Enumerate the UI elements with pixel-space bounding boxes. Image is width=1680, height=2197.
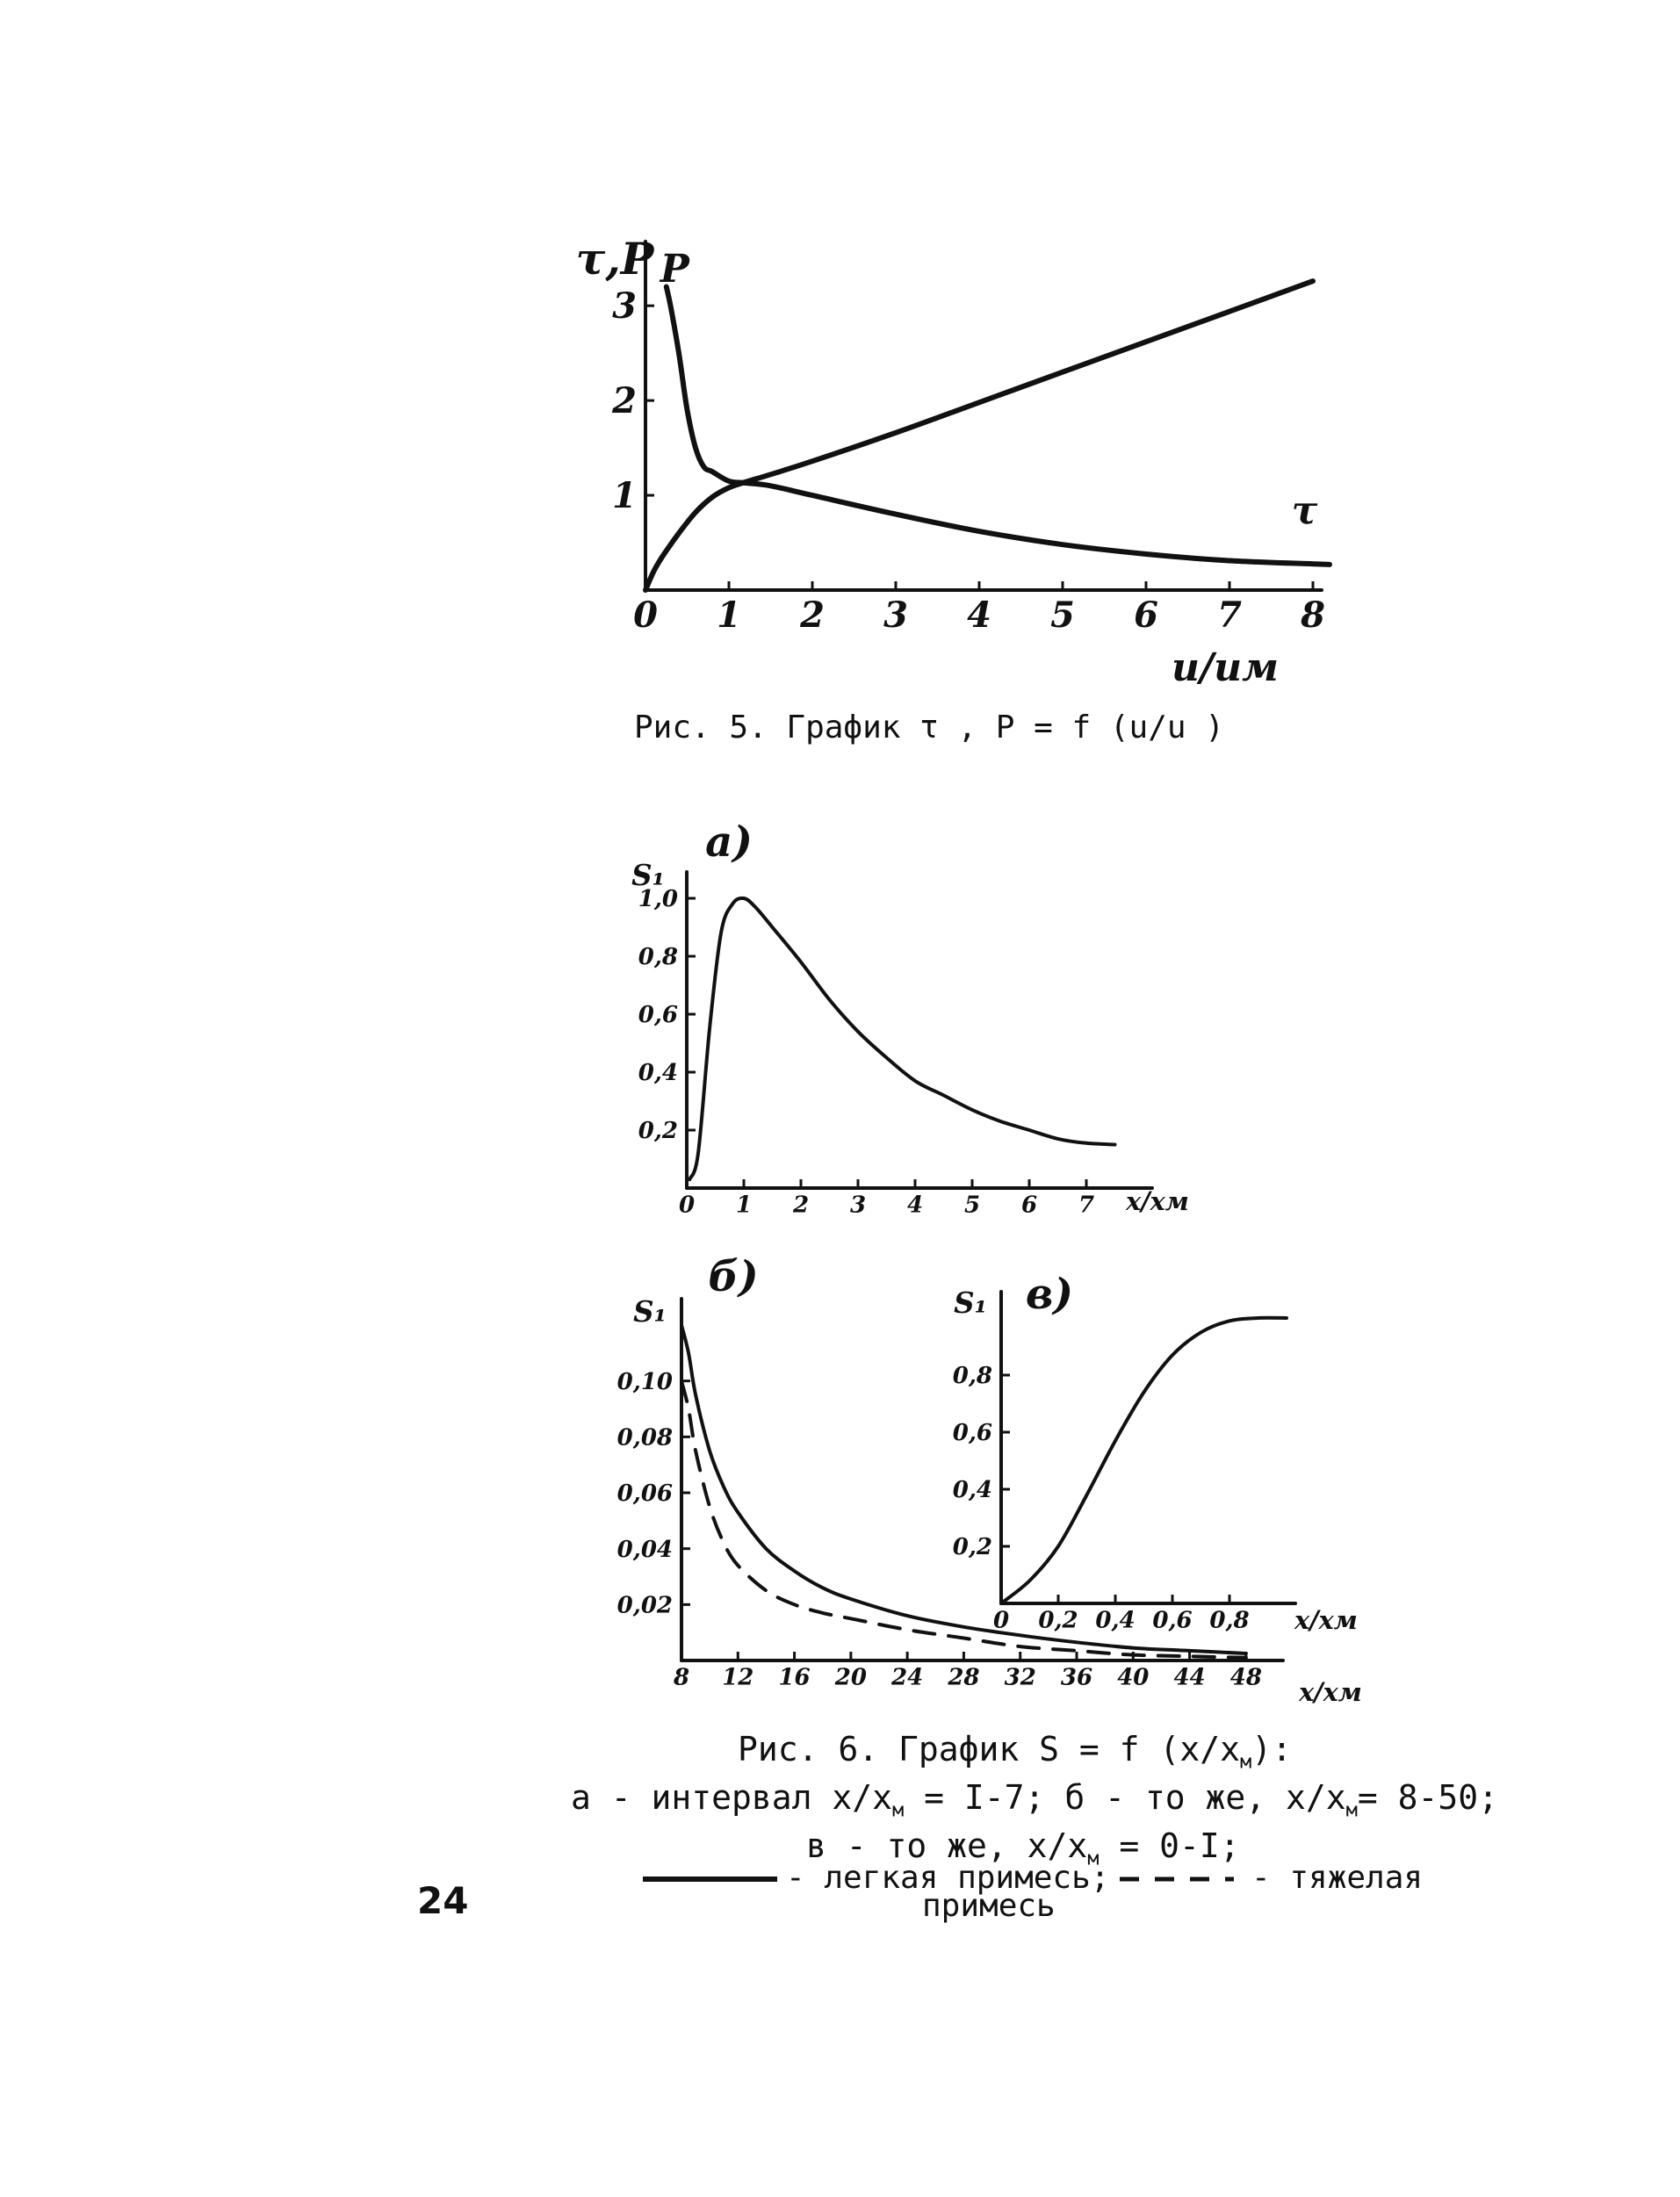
fig6a-x-tick-label: 1 bbox=[736, 1192, 752, 1218]
fig6b-x-tick-label: 8 bbox=[673, 1664, 689, 1690]
fig6a-y-axis-label: S₁ bbox=[631, 858, 665, 892]
fig6c-panel-label: в) bbox=[1026, 1270, 1073, 1319]
fig6b-y-tick-label: 0,04 bbox=[617, 1537, 673, 1563]
fig6c-chart: 0 0,2 0,4 0,6 0,8 0,2 0,4 0,6 0,8 S₁ x/xм в) bbox=[953, 1270, 1358, 1635]
fig6-caption-line2-sub: м bbox=[892, 1799, 905, 1822]
fig6a-x-tick-label: 2 bbox=[792, 1192, 809, 1218]
fig6-caption-line1-end: ): bbox=[1251, 1730, 1292, 1768]
fig5-y-tick-label: 2 bbox=[611, 380, 637, 421]
fig5-caption: Рис. 5. График τ , P = f (u/u ) bbox=[634, 710, 1224, 746]
fig6a-y-tick-label: 0,6 bbox=[638, 1002, 678, 1028]
fig6c-x-tick-label: 0,2 bbox=[1038, 1607, 1078, 1633]
legend-dashed-label-2: примесь bbox=[922, 1888, 1056, 1924]
fig6c-y-tick-label: 0,2 bbox=[953, 1534, 992, 1560]
legend-solid-label: - легкая примесь; bbox=[786, 1860, 1110, 1896]
fig6b-y-tick-label: 0,02 bbox=[617, 1592, 673, 1618]
fig5-series-label: P bbox=[659, 247, 691, 292]
fig6a-y-tick-label: 0,8 bbox=[638, 944, 678, 970]
fig6b-x-tick-label: 12 bbox=[722, 1664, 753, 1690]
fig5-series-τ bbox=[643, 278, 1316, 593]
fig5-x-tick-label: 3 bbox=[883, 594, 908, 636]
fig6a-x-tick-label: 3 bbox=[850, 1192, 866, 1218]
fig6b-x-axis-label: x/xм bbox=[1298, 1677, 1362, 1707]
fig6-caption-line3-sub: м bbox=[1087, 1848, 1100, 1870]
fig5-x-tick-label: 7 bbox=[1217, 594, 1242, 636]
fig6b-x-tick-label: 36 bbox=[1061, 1664, 1092, 1690]
fig6-caption-line2-mid: = I-7; б - то же, x/x bbox=[904, 1778, 1346, 1817]
fig5-x-tick-label: 6 bbox=[1134, 594, 1158, 636]
fig6a-y-tick-label: 1,0 bbox=[638, 886, 678, 912]
fig6c-y-tick-label: 0,4 bbox=[953, 1477, 992, 1503]
fig6-caption-line2-text: а - интервал x/x bbox=[571, 1778, 893, 1817]
fig5-series-P bbox=[663, 284, 1332, 567]
fig6-caption-line2-sub2: м bbox=[1345, 1799, 1358, 1822]
fig6a-x-tick-label: 4 bbox=[907, 1192, 923, 1218]
fig6b-x-tick-label: 16 bbox=[778, 1664, 810, 1690]
fig6a-x-tick-label: 5 bbox=[964, 1192, 980, 1218]
fig6b-y-axis-label: S₁ bbox=[633, 1294, 667, 1329]
fig6c-x-tick-label: 0,8 bbox=[1209, 1607, 1249, 1633]
page-number: 24 bbox=[417, 1879, 469, 1922]
fig6-caption-line1-text: Рис. 6. График S = f (x/x bbox=[738, 1730, 1240, 1768]
fig6c-y-axis-label: S₁ bbox=[954, 1286, 987, 1320]
fig6b-x-tick-label: 32 bbox=[1005, 1664, 1036, 1690]
fig6c-y-tick-label: 0,6 bbox=[953, 1420, 992, 1446]
fig6c-x-axis-label: x/xм bbox=[1294, 1605, 1358, 1635]
fig6a-chart: 0 1 2 3 4 5 6 7 0,2 0,4 0,6 0,8 1,0S₁ x/xм а) bbox=[631, 818, 1189, 1218]
fig6c-series-легкая-примесь bbox=[999, 1315, 1288, 1605]
fig5-x-tick-label: 2 bbox=[799, 594, 825, 636]
fig6a-x-tick-label: 7 bbox=[1078, 1192, 1094, 1218]
fig6c-y-tick-label: 0,8 bbox=[953, 1363, 992, 1389]
fig5-y-axis-label: τ,P bbox=[576, 233, 655, 285]
fig5-y-tick-label: 1 bbox=[612, 475, 637, 516]
fig6-caption-line2-end: = 8-50; bbox=[1357, 1778, 1499, 1817]
fig6a-x-axis-label: x/xм bbox=[1125, 1186, 1189, 1216]
legend-dashed-label: - тяжелая bbox=[1251, 1860, 1424, 1896]
fig6b-x-tick-label: 24 bbox=[890, 1664, 923, 1690]
fig6a-x-tick-label: 6 bbox=[1021, 1192, 1037, 1218]
fig6b-x-tick-label: 48 bbox=[1230, 1664, 1262, 1690]
fig6b-x-tick-label: 40 bbox=[1117, 1664, 1149, 1690]
fig5-x-tick-label: 5 bbox=[1050, 594, 1075, 636]
fig6a-x-tick-label: 0 bbox=[679, 1192, 695, 1218]
fig5-series-label: τ bbox=[1292, 488, 1318, 533]
fig6a-y-tick-label: 0,4 bbox=[638, 1060, 678, 1086]
fig6b-y-tick-label: 0,10 bbox=[617, 1369, 673, 1395]
fig6-caption-line1-sub: м bbox=[1239, 1751, 1252, 1774]
fig6b-x-tick-label: 28 bbox=[947, 1664, 979, 1690]
fig6c-x-tick-label: 0 bbox=[993, 1607, 1009, 1633]
fig6b-x-tick-label: 20 bbox=[834, 1664, 867, 1690]
fig6-caption-line3-end: = 0-I; bbox=[1099, 1826, 1240, 1865]
fig6a-series-легкая-примесь bbox=[688, 896, 1117, 1182]
fig6b-y-tick-label: 0,08 bbox=[617, 1424, 673, 1451]
fig6a-panel-label: а) bbox=[705, 818, 753, 867]
fig6b-panel-label: б) bbox=[708, 1252, 758, 1301]
fig5-x-axis-label: u/uм bbox=[1172, 645, 1279, 690]
fig5-x-tick-label: 1 bbox=[717, 594, 741, 636]
fig5-x-tick-label: 4 bbox=[967, 594, 991, 636]
fig6b-chart: 8 12 16 20 24 28 32 36 40 44 48 0,02 0,04 0,06 0,08 0,1… bbox=[617, 1252, 1362, 1707]
fig6b-y-tick-label: 0,06 bbox=[617, 1480, 673, 1507]
fig5-x-tick-label: 8 bbox=[1300, 594, 1325, 636]
fig6-caption-line3-text: в - то же, x/x bbox=[806, 1826, 1088, 1865]
fig6c-x-tick-label: 0,6 bbox=[1152, 1607, 1192, 1633]
fig6c-x-tick-label: 0,4 bbox=[1095, 1607, 1135, 1633]
fig5-y-tick-label: 3 bbox=[612, 285, 637, 327]
fig6-caption-line1: Рис. 6. График S = f (x/xм): bbox=[738, 1730, 1292, 1774]
fig5-x-tick-label: 0 bbox=[633, 594, 658, 636]
fig6b-series-легкая-примесь bbox=[680, 1323, 1248, 1655]
fig6-caption-line3: в - то же, x/xм = 0-I; bbox=[806, 1826, 1240, 1870]
fig6b-x-tick-label: 44 bbox=[1173, 1664, 1205, 1690]
fig6b-series-тяжелая-примесь bbox=[680, 1379, 1248, 1660]
fig6-caption-line2: а - интервал x/xм = I-7; б - то же, x/xм… bbox=[571, 1778, 1498, 1822]
fig6a-y-tick-label: 0,2 bbox=[638, 1118, 678, 1144]
